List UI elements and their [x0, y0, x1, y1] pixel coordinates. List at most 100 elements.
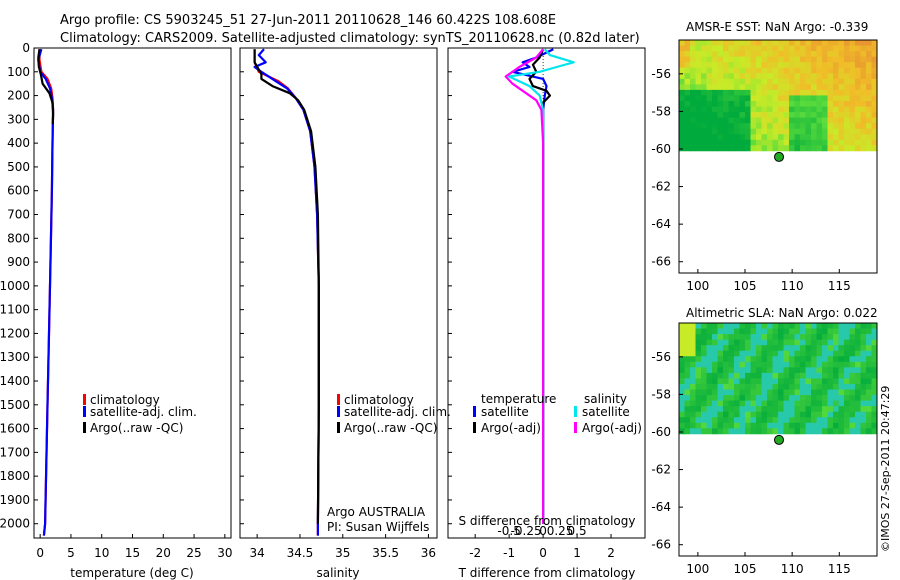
sla-map-cell	[728, 378, 735, 385]
sla-map-ytick-label: -58	[651, 387, 671, 401]
sla-map-cell	[811, 406, 817, 413]
sst-map-cell	[717, 62, 724, 69]
sst-map-cell	[739, 73, 746, 80]
sla-map-cell	[679, 367, 685, 374]
sla-map-cell	[739, 334, 746, 341]
temperature-ytick-label: 900	[7, 255, 30, 269]
sla-map-cell	[761, 406, 768, 413]
sla-map-cell	[778, 389, 784, 396]
sla-map-cell	[816, 383, 823, 390]
sst-map-cell	[734, 40, 740, 46]
sla-map-cell	[701, 350, 707, 357]
sst-map-cell	[679, 84, 685, 91]
sst-map-cell	[789, 145, 795, 152]
sla-map-cell	[794, 395, 801, 401]
sla-map-cell	[789, 339, 795, 346]
sla-map-cell	[871, 361, 878, 368]
sst-map-cell	[871, 128, 878, 135]
sla-map-cell	[866, 411, 872, 418]
sst-map-cell	[723, 89, 729, 96]
sst-map-cell	[789, 45, 795, 52]
sst-map-cell	[844, 106, 850, 113]
sst-map-cell	[860, 117, 867, 124]
difference-s-tick-label: -0.5	[497, 524, 520, 538]
sst-map-cell	[761, 78, 768, 85]
sst-map-cell	[734, 45, 740, 52]
sla-map-cell	[860, 339, 867, 346]
sla-map-cell	[734, 378, 740, 385]
sst-map-cell	[761, 100, 768, 107]
sla-map-cell	[855, 422, 861, 429]
sst-map-cell	[750, 134, 757, 141]
sla-map-cell	[761, 345, 768, 352]
sst-map-cell	[816, 56, 823, 63]
sst-map-cell	[794, 45, 801, 52]
sst-map-cell	[805, 73, 812, 80]
sst-map-cell	[811, 117, 817, 124]
sla-map-cell	[805, 383, 812, 390]
sla-map-cell	[701, 334, 707, 341]
sst-map-cell	[855, 56, 861, 63]
legend-title-salinity: salinity	[584, 392, 627, 406]
sla-map-cell	[871, 339, 878, 346]
difference-s-tick-label: -0.25	[511, 524, 542, 538]
sst-map-cell	[750, 84, 757, 91]
sst-map-title: AMSR-E SST: NaN Argo: -0.339	[686, 20, 868, 34]
legend-label-temp-satellite: satellite	[481, 405, 529, 419]
sst-map-cell	[855, 145, 861, 152]
sst-map-cell	[827, 145, 834, 152]
sst-map-cell	[805, 117, 812, 124]
sst-map-cell	[783, 123, 790, 130]
sst-map-cell	[695, 73, 702, 80]
sst-map-cell	[827, 117, 834, 124]
sla-map-cell	[778, 372, 784, 379]
sla-map-cell	[723, 406, 729, 413]
sla-map-cell	[723, 350, 729, 357]
sst-map-cell	[794, 78, 801, 85]
sst-map-cell	[767, 51, 773, 58]
sla-map-cell	[794, 411, 801, 418]
sla-map-cell	[849, 378, 856, 385]
header-line1: Argo profile: CS 5903245_51 27-Jun-2011 …	[60, 13, 556, 28]
sla-map-cell	[822, 372, 828, 379]
sst-map-cell	[756, 145, 762, 152]
sla-map-cell	[684, 428, 691, 435]
sst-map-cell	[838, 117, 845, 124]
sla-map-cell	[712, 422, 718, 429]
sst-map-cell	[860, 56, 867, 63]
sst-map-cell	[701, 67, 707, 74]
sla-map-cell	[794, 372, 801, 379]
sla-map-cell	[701, 378, 707, 385]
sst-map-cell	[772, 117, 779, 124]
sla-map-panel: Altimetric SLA: NaN Argo: 0.022 -56-58-6…	[651, 306, 877, 576]
sla-map-cell	[767, 356, 773, 363]
sst-map-cell	[750, 123, 757, 130]
sla-map-ytick-label: -62	[651, 463, 671, 477]
sla-map-cell	[871, 378, 878, 385]
sla-map-cell	[860, 417, 867, 424]
sla-map-cell	[695, 350, 702, 357]
sst-map-cell	[772, 56, 779, 63]
sst-map-cell	[712, 40, 718, 46]
sst-map-cell	[844, 89, 850, 96]
sla-map-cell	[761, 383, 768, 390]
sst-map-cell	[690, 95, 696, 102]
sla-map-cell	[712, 400, 718, 407]
sst-map-cell	[833, 51, 839, 58]
sla-map-cell	[811, 395, 817, 401]
sla-map-cell	[866, 339, 872, 346]
sla-map-cell	[750, 383, 757, 390]
sla-map-cell	[855, 323, 861, 329]
sla-map-cell	[684, 323, 691, 329]
sla-map-cell	[723, 361, 729, 368]
sst-map-cell	[783, 95, 790, 102]
sst-map-cell	[816, 100, 823, 107]
sst-map-cell	[800, 145, 806, 152]
sla-map-cell	[734, 406, 740, 413]
sla-map-cell	[849, 383, 856, 390]
sla-map-cell	[756, 406, 762, 413]
sla-map-cell	[816, 367, 823, 374]
sst-map-cell	[695, 106, 702, 113]
sla-map-cell	[783, 389, 790, 396]
sst-map-cell	[690, 106, 696, 113]
